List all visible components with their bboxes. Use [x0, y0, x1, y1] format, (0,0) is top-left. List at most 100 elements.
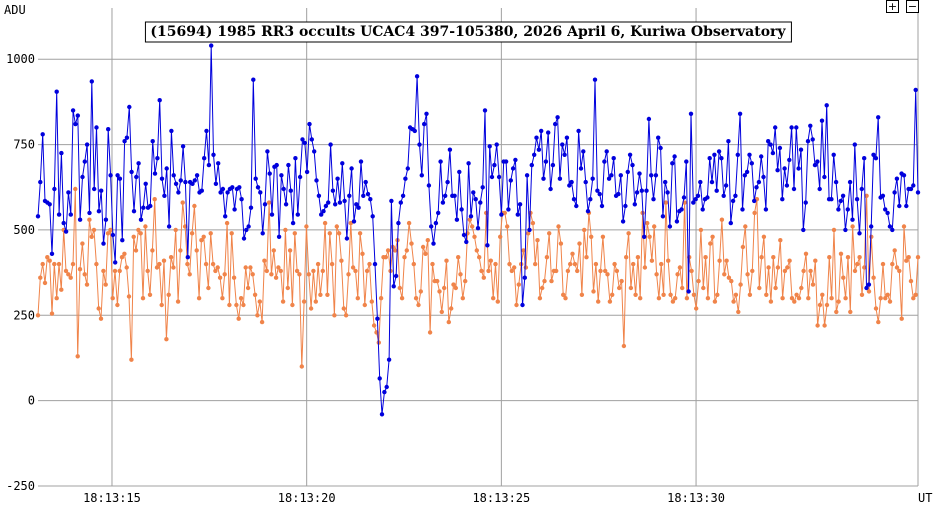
comparison-point: [355, 296, 360, 301]
x-tick-label: 18:13:20: [278, 491, 336, 505]
target-point: [890, 227, 895, 233]
target-point: [106, 127, 111, 132]
target-point: [543, 159, 549, 164]
comparison-point: [558, 241, 564, 246]
target-point: [171, 173, 176, 178]
target-point: [744, 169, 750, 175]
comparison-point: [110, 296, 115, 301]
zoom-in-button[interactable]: +: [886, 0, 899, 13]
target-point: [166, 224, 172, 229]
comparison-point: [236, 316, 241, 321]
comparison-point: [738, 282, 743, 287]
y-tick-label: 1000: [6, 52, 35, 66]
target-point: [312, 149, 317, 154]
comparison-point: [593, 261, 599, 267]
target-point: [59, 150, 64, 156]
comparison-point: [248, 265, 253, 270]
comparison-point: [346, 272, 351, 277]
target-point: [52, 186, 57, 192]
comparison-point: [855, 261, 860, 267]
comparison-point: [40, 261, 45, 267]
comparison-point: [817, 302, 823, 308]
comparison-point: [747, 292, 753, 297]
target-point: [590, 176, 595, 181]
comparison-point: [537, 296, 543, 301]
target-point: [768, 142, 773, 147]
target-point: [911, 183, 916, 188]
target-point: [782, 166, 787, 171]
comparison-point: [691, 292, 697, 297]
target-point: [602, 159, 607, 164]
target-point: [475, 226, 481, 231]
comparison-point: [544, 255, 550, 260]
comparison-point: [493, 261, 498, 267]
comparison-point: [299, 364, 304, 369]
target-point: [424, 111, 429, 117]
target-point: [700, 207, 705, 212]
target-point: [663, 179, 668, 185]
comparison-point: [73, 186, 78, 192]
comparison-point: [477, 255, 482, 260]
comparison-point: [273, 275, 279, 280]
comparison-point: [350, 265, 356, 270]
comparison-point: [161, 258, 167, 263]
comparison-point: [535, 238, 540, 243]
comparison-point: [42, 280, 48, 286]
zoom-out-button[interactable]: −: [906, 0, 919, 13]
target-point: [688, 111, 694, 117]
comparison-point: [901, 224, 907, 229]
comparison-point: [252, 292, 258, 297]
target-point: [89, 79, 95, 84]
target-point: [396, 220, 401, 226]
target-point: [560, 142, 565, 147]
target-point: [169, 128, 174, 134]
comparison-point: [143, 224, 148, 229]
comparison-point: [871, 275, 876, 280]
target-point: [213, 181, 219, 186]
target-point: [833, 179, 839, 185]
target-point: [269, 212, 275, 217]
target-point: [503, 159, 509, 164]
comparison-point: [803, 251, 809, 256]
comparison-point: [227, 302, 232, 308]
comparison-point: [521, 248, 526, 253]
target-point: [120, 238, 125, 243]
comparison-point: [801, 268, 806, 274]
comparison-point: [488, 258, 493, 263]
target-point: [864, 285, 869, 291]
comparison-point: [834, 309, 839, 315]
comparison-point: [341, 306, 346, 311]
comparison-point: [668, 292, 673, 297]
comparison-point: [353, 268, 358, 274]
target-point: [691, 200, 696, 205]
comparison-point: [824, 302, 830, 308]
comparison-point: [194, 248, 199, 253]
comparison-point: [887, 299, 893, 304]
comparison-point: [645, 220, 650, 226]
comparison-point: [264, 268, 269, 274]
comparison-point: [577, 241, 582, 246]
target-point: [499, 212, 504, 217]
comparison-point: [773, 285, 778, 291]
comparison-point: [813, 258, 818, 263]
comparison-point: [222, 272, 227, 277]
target-point: [190, 181, 195, 186]
target-point: [897, 203, 902, 209]
target-point: [684, 159, 689, 164]
comparison-point: [327, 231, 332, 236]
comparison-point: [453, 285, 458, 291]
comparison-point: [271, 248, 276, 253]
comparison-point: [435, 278, 440, 284]
target-point: [419, 173, 424, 178]
comparison-point: [904, 258, 909, 263]
comparison-point: [766, 265, 771, 270]
comparison-point: [294, 268, 300, 274]
target-point: [541, 176, 546, 181]
comparison-point: [579, 292, 585, 297]
target-point: [124, 135, 130, 140]
target-point: [461, 232, 467, 238]
comparison-point: [140, 296, 146, 301]
comparison-point: [626, 231, 631, 236]
series-layer: [35, 43, 921, 417]
comparison-point: [262, 258, 267, 263]
